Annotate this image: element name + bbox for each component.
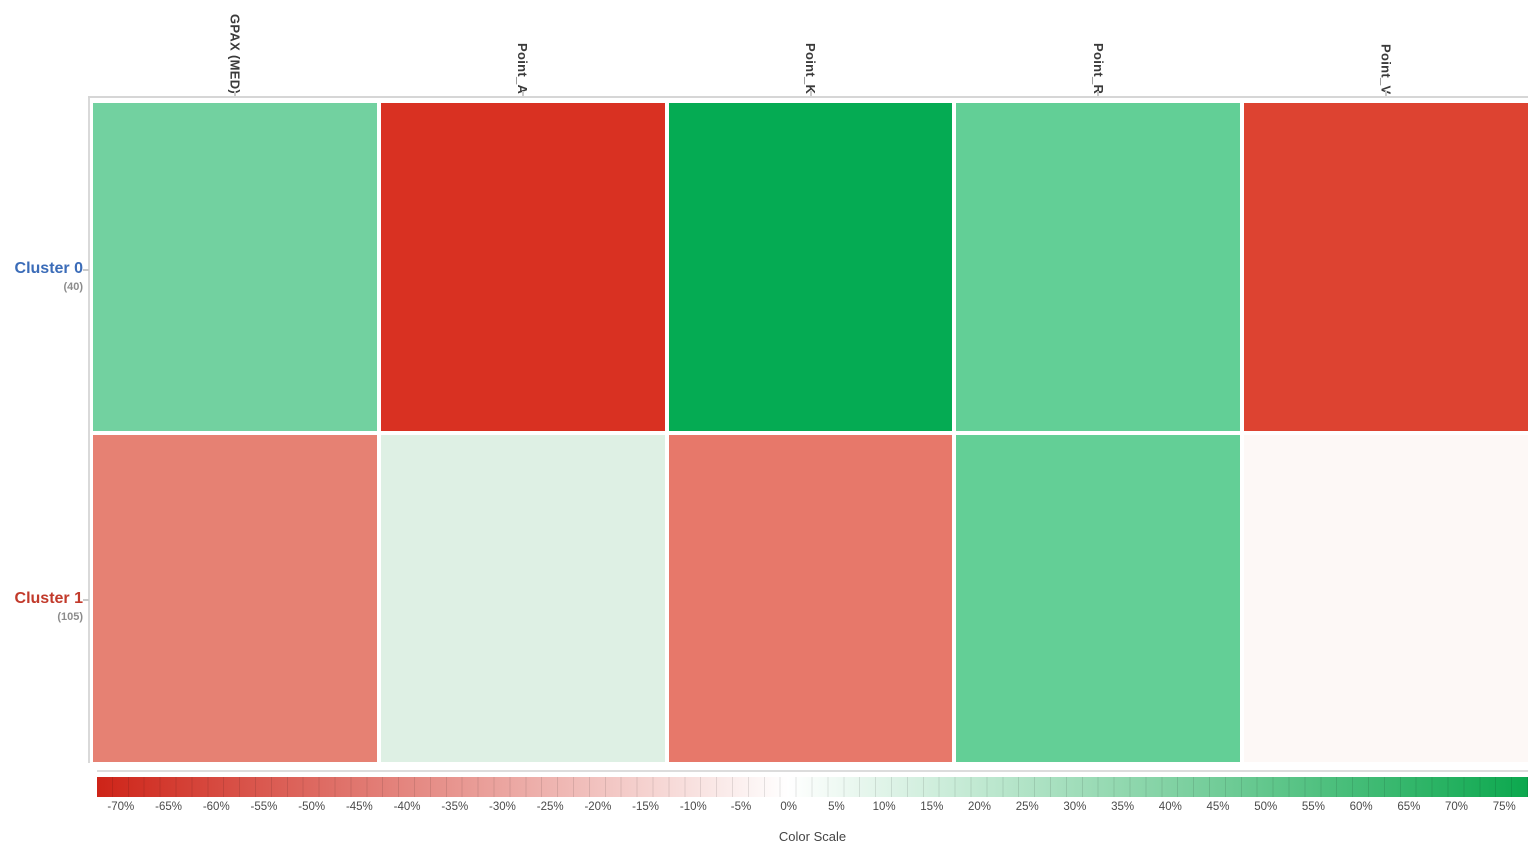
color-scale-tick: -60% (202, 801, 230, 813)
cluster-0-count: (40) (63, 281, 83, 293)
cluster-1-label: Cluster 1 (14, 590, 83, 607)
color-scale-tick: -15% (632, 801, 660, 813)
x-axis-tick (233, 91, 236, 96)
color-scale-tick-labels: -70% -65% -60% -55% -50% -45% -40% -35% -30% -25%… (97, 801, 1528, 813)
cluster-0-label: Cluster 0 (14, 260, 83, 277)
heatmap-cell-r1-c2[interactable] (668, 434, 953, 762)
column-header-2: Point_K (669, 0, 953, 96)
color-scale-tick: -65% (155, 801, 182, 813)
x-axis-line (88, 96, 1528, 98)
color-scale-tick: -40% (393, 801, 421, 813)
cluster-1-count: (105) (57, 611, 83, 623)
column-header-label: Point_A (515, 42, 531, 94)
heatmap-cell-r1-c1[interactable] (380, 434, 665, 762)
color-scale-title: Color Scale (778, 829, 847, 844)
color-scale-tick: 60% (1349, 801, 1373, 813)
row-label-cluster-0: Cluster 0 (40) (0, 258, 83, 295)
color-scale-tick: -30% (489, 801, 516, 813)
color-scale-tick: -20% (584, 801, 612, 813)
color-scale-tick: 55% (1301, 801, 1325, 813)
column-header-label: Point_R (1090, 42, 1106, 94)
heatmap-cell-r0-c1[interactable] (380, 103, 665, 431)
color-scale-tick: -25% (536, 801, 564, 813)
color-scale-tick: -45% (345, 801, 373, 813)
color-scale-tick: 40% (1158, 801, 1182, 813)
color-scale-segments (97, 777, 1528, 797)
legend-divider-line (97, 770, 1528, 772)
y-axis-tick (83, 269, 89, 271)
color-scale-gradient-bar (97, 777, 1528, 797)
x-axis-tick (1385, 91, 1388, 96)
color-scale-tick: 0% (780, 801, 797, 813)
color-scale-tick: 65% (1397, 801, 1421, 813)
heatmap-grid (93, 103, 1528, 762)
heatmap-cell-r0-c2[interactable] (668, 103, 953, 431)
column-header-3: Point_R (956, 0, 1240, 96)
color-scale-tick: -55% (250, 801, 278, 813)
color-scale-tick: 35% (1111, 801, 1135, 813)
color-scale-tick: -5% (730, 801, 752, 813)
color-scale-tick: -10% (679, 801, 707, 813)
heatmap-cell-r0-c4[interactable] (1244, 103, 1528, 431)
color-scale-tick: -35% (441, 801, 469, 813)
heatmap-cell-r0-c3[interactable] (956, 103, 1241, 431)
column-header-0: GPAX (MED) (93, 0, 377, 96)
column-header-label: GPAX (MED) (227, 13, 243, 94)
color-scale-tick: 30% (1063, 801, 1087, 813)
row-label-cluster-1: Cluster 1 (105) (0, 588, 83, 625)
x-axis-tick (809, 91, 812, 96)
color-scale-tick: -70% (107, 801, 135, 813)
color-scale-tick: 50% (1254, 801, 1278, 813)
color-scale-tick: -50% (298, 801, 326, 813)
y-axis-tick (83, 599, 89, 601)
column-header-label: Point_V (1378, 43, 1394, 95)
y-axis-line (88, 98, 90, 763)
column-header-label: Point_K (802, 42, 818, 94)
heatmap-cell-r1-c4[interactable] (1244, 434, 1528, 762)
x-axis-tick (521, 91, 524, 96)
column-header-4: Point_V (1244, 0, 1528, 96)
heatmap-cell-r1-c0[interactable] (93, 434, 377, 762)
heatmap-cell-r1-c3[interactable] (956, 434, 1241, 762)
color-scale-tick: 45% (1206, 801, 1230, 813)
heatmap-cell-r0-c0[interactable] (93, 103, 377, 431)
color-scale-tick: 15% (920, 801, 944, 813)
color-scale-tick: 70% (1445, 801, 1469, 813)
color-scale-tick: 20% (967, 801, 992, 813)
column-header-1: Point_A (381, 0, 665, 96)
x-axis-tick (1097, 91, 1100, 96)
color-scale-tick: 5% (828, 801, 845, 813)
color-scale-tick: 10% (872, 801, 896, 813)
color-scale-tick: 75% (1492, 801, 1516, 813)
color-scale-tick: 25% (1015, 801, 1039, 813)
